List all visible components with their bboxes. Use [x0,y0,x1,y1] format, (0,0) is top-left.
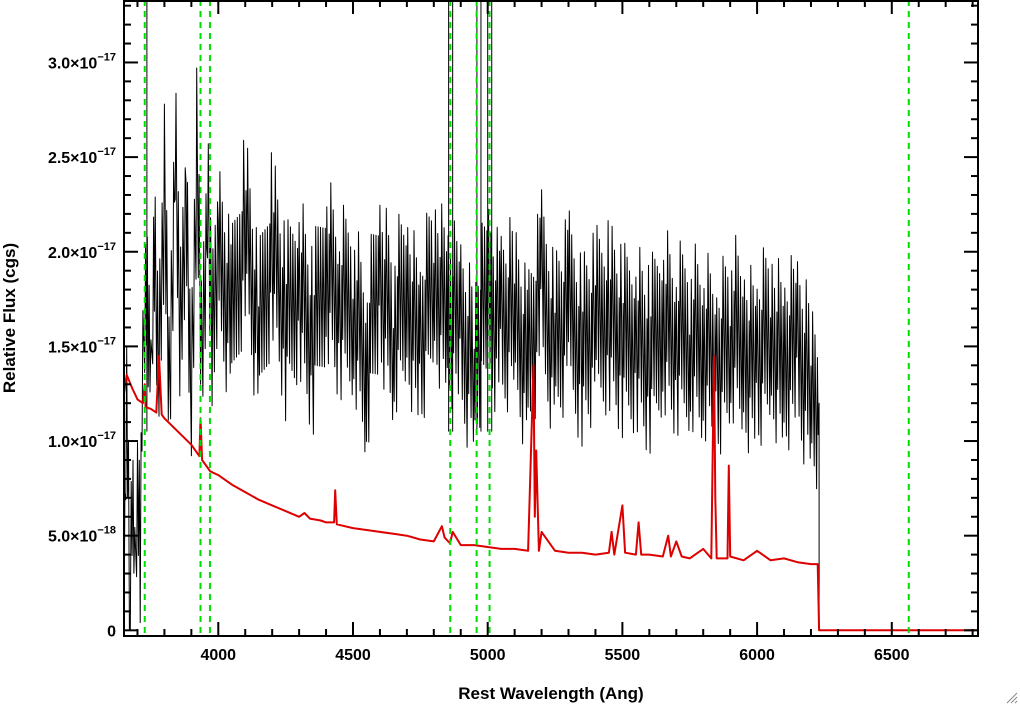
y-tick-mantissa: 1.5×10 [48,339,97,356]
x-tick-label: 4500 [335,647,371,664]
y-tick-mantissa: 2.5×10 [48,150,97,167]
y-tick-label: 1.5×10−17 [48,335,116,356]
y-tick-mantissa: 5.0×10 [48,529,97,546]
y-tick-mantissa: 0 [107,623,116,640]
y-tick-exponent: −17 [97,146,116,158]
y-tick-mantissa: 1.0×10 [48,434,97,451]
axis-ticks [124,0,978,636]
y-tick-mantissa: 3.0×10 [48,55,97,72]
resize-grip-icon[interactable] [1004,690,1018,704]
series-line-0 [123,67,822,631]
y-tick-label: 2.5×10−17 [48,146,116,167]
x-tick-labels: 4000 4500 5000 5500 6000 6500 [200,647,909,664]
x-tick-label: 5000 [470,647,506,664]
x-tick-label: 4000 [200,647,236,664]
plot-frame [123,0,979,637]
green-vertical-lines [143,0,910,636]
x-tick-label: 6500 [874,647,910,664]
series-line-1 [123,354,978,632]
y-tick-exponent: −17 [97,51,116,63]
x-tick-label: 5500 [605,647,641,664]
y-tick-mantissa: 2.0×10 [48,245,97,262]
y-tick-exponent: −17 [97,335,116,347]
y-tick-label: 2.0×10−17 [48,241,116,262]
y-tick-exponent: −17 [97,430,116,442]
y-tick-exponent: −17 [97,241,116,253]
x-axis-label: Rest Wavelength (Ang) [458,684,643,703]
series-layer [123,67,978,632]
y-axis-label: Relative Flux (cgs) [0,243,19,393]
y-tick-label: 5.0×10−18 [48,525,116,546]
x-tick-label: 6000 [739,647,775,664]
y-tick-label: 0 [107,623,116,640]
y-tick-exponent: −18 [97,525,116,537]
y-tick-label: 1.0×10−17 [48,430,116,451]
y-tick-label: 3.0×10−17 [48,51,116,72]
y-tick-labels: 05.0×10−181.0×10−171.5×10−172.0×10−172.5… [48,51,116,640]
